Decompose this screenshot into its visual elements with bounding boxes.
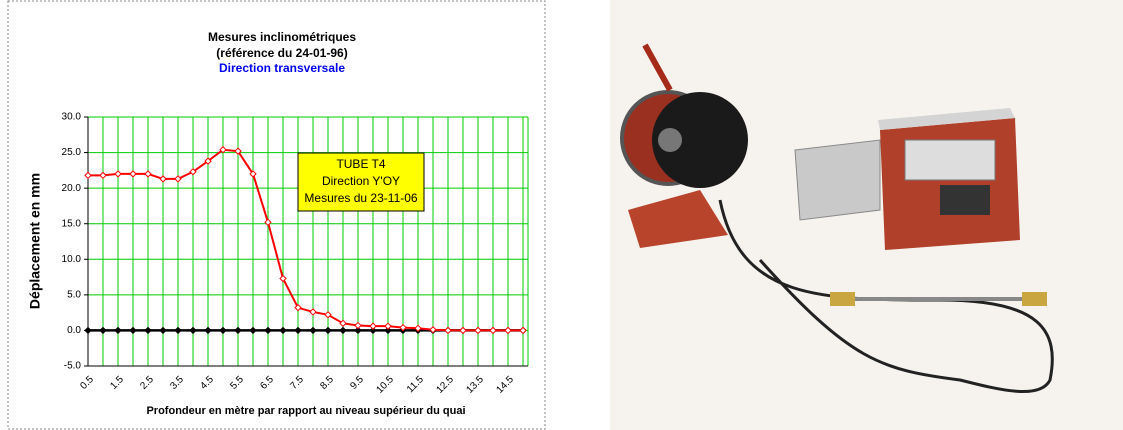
x-axis-label: Profondeur en mètre par rapport au nivea… [146, 405, 465, 417]
y-tick-label: 10.0 [62, 254, 82, 265]
y-tick-label: -5.0 [64, 361, 82, 372]
chart-title: Mesures inclinométriques [208, 30, 356, 44]
chart-subtitle: (référence du 24-01-96) [216, 46, 347, 60]
readout-unit [880, 118, 1020, 250]
chart-subtitle: Direction transversale [219, 61, 345, 75]
y-tick-label: 20.0 [62, 183, 82, 194]
readout-panel [905, 140, 995, 180]
y-tick-label: 30.0 [62, 112, 82, 123]
equipment-photo [610, 0, 1123, 430]
reel-hub [658, 128, 682, 152]
probe-wheel [830, 292, 855, 306]
y-tick-label: 15.0 [62, 218, 82, 229]
y-axis-label: Déplacement en mm [27, 173, 43, 309]
probe-wheel [1022, 292, 1047, 306]
annotation-text: Direction Y'OY [322, 174, 400, 188]
figure: Mesures inclinométriques (référence du 2… [0, 0, 1123, 430]
y-tick-label: 5.0 [67, 289, 81, 300]
y-tick-label: 25.0 [62, 147, 82, 158]
annotation-text: Mesures du 23-11-06 [304, 191, 418, 205]
y-tick-label: 0.0 [67, 325, 81, 336]
cable-tray [795, 140, 880, 220]
keypad [940, 185, 990, 215]
annotation-text: TUBE T4 [336, 157, 385, 171]
page: {"chart_data": {"type": "line", "title":… [0, 0, 1123, 430]
